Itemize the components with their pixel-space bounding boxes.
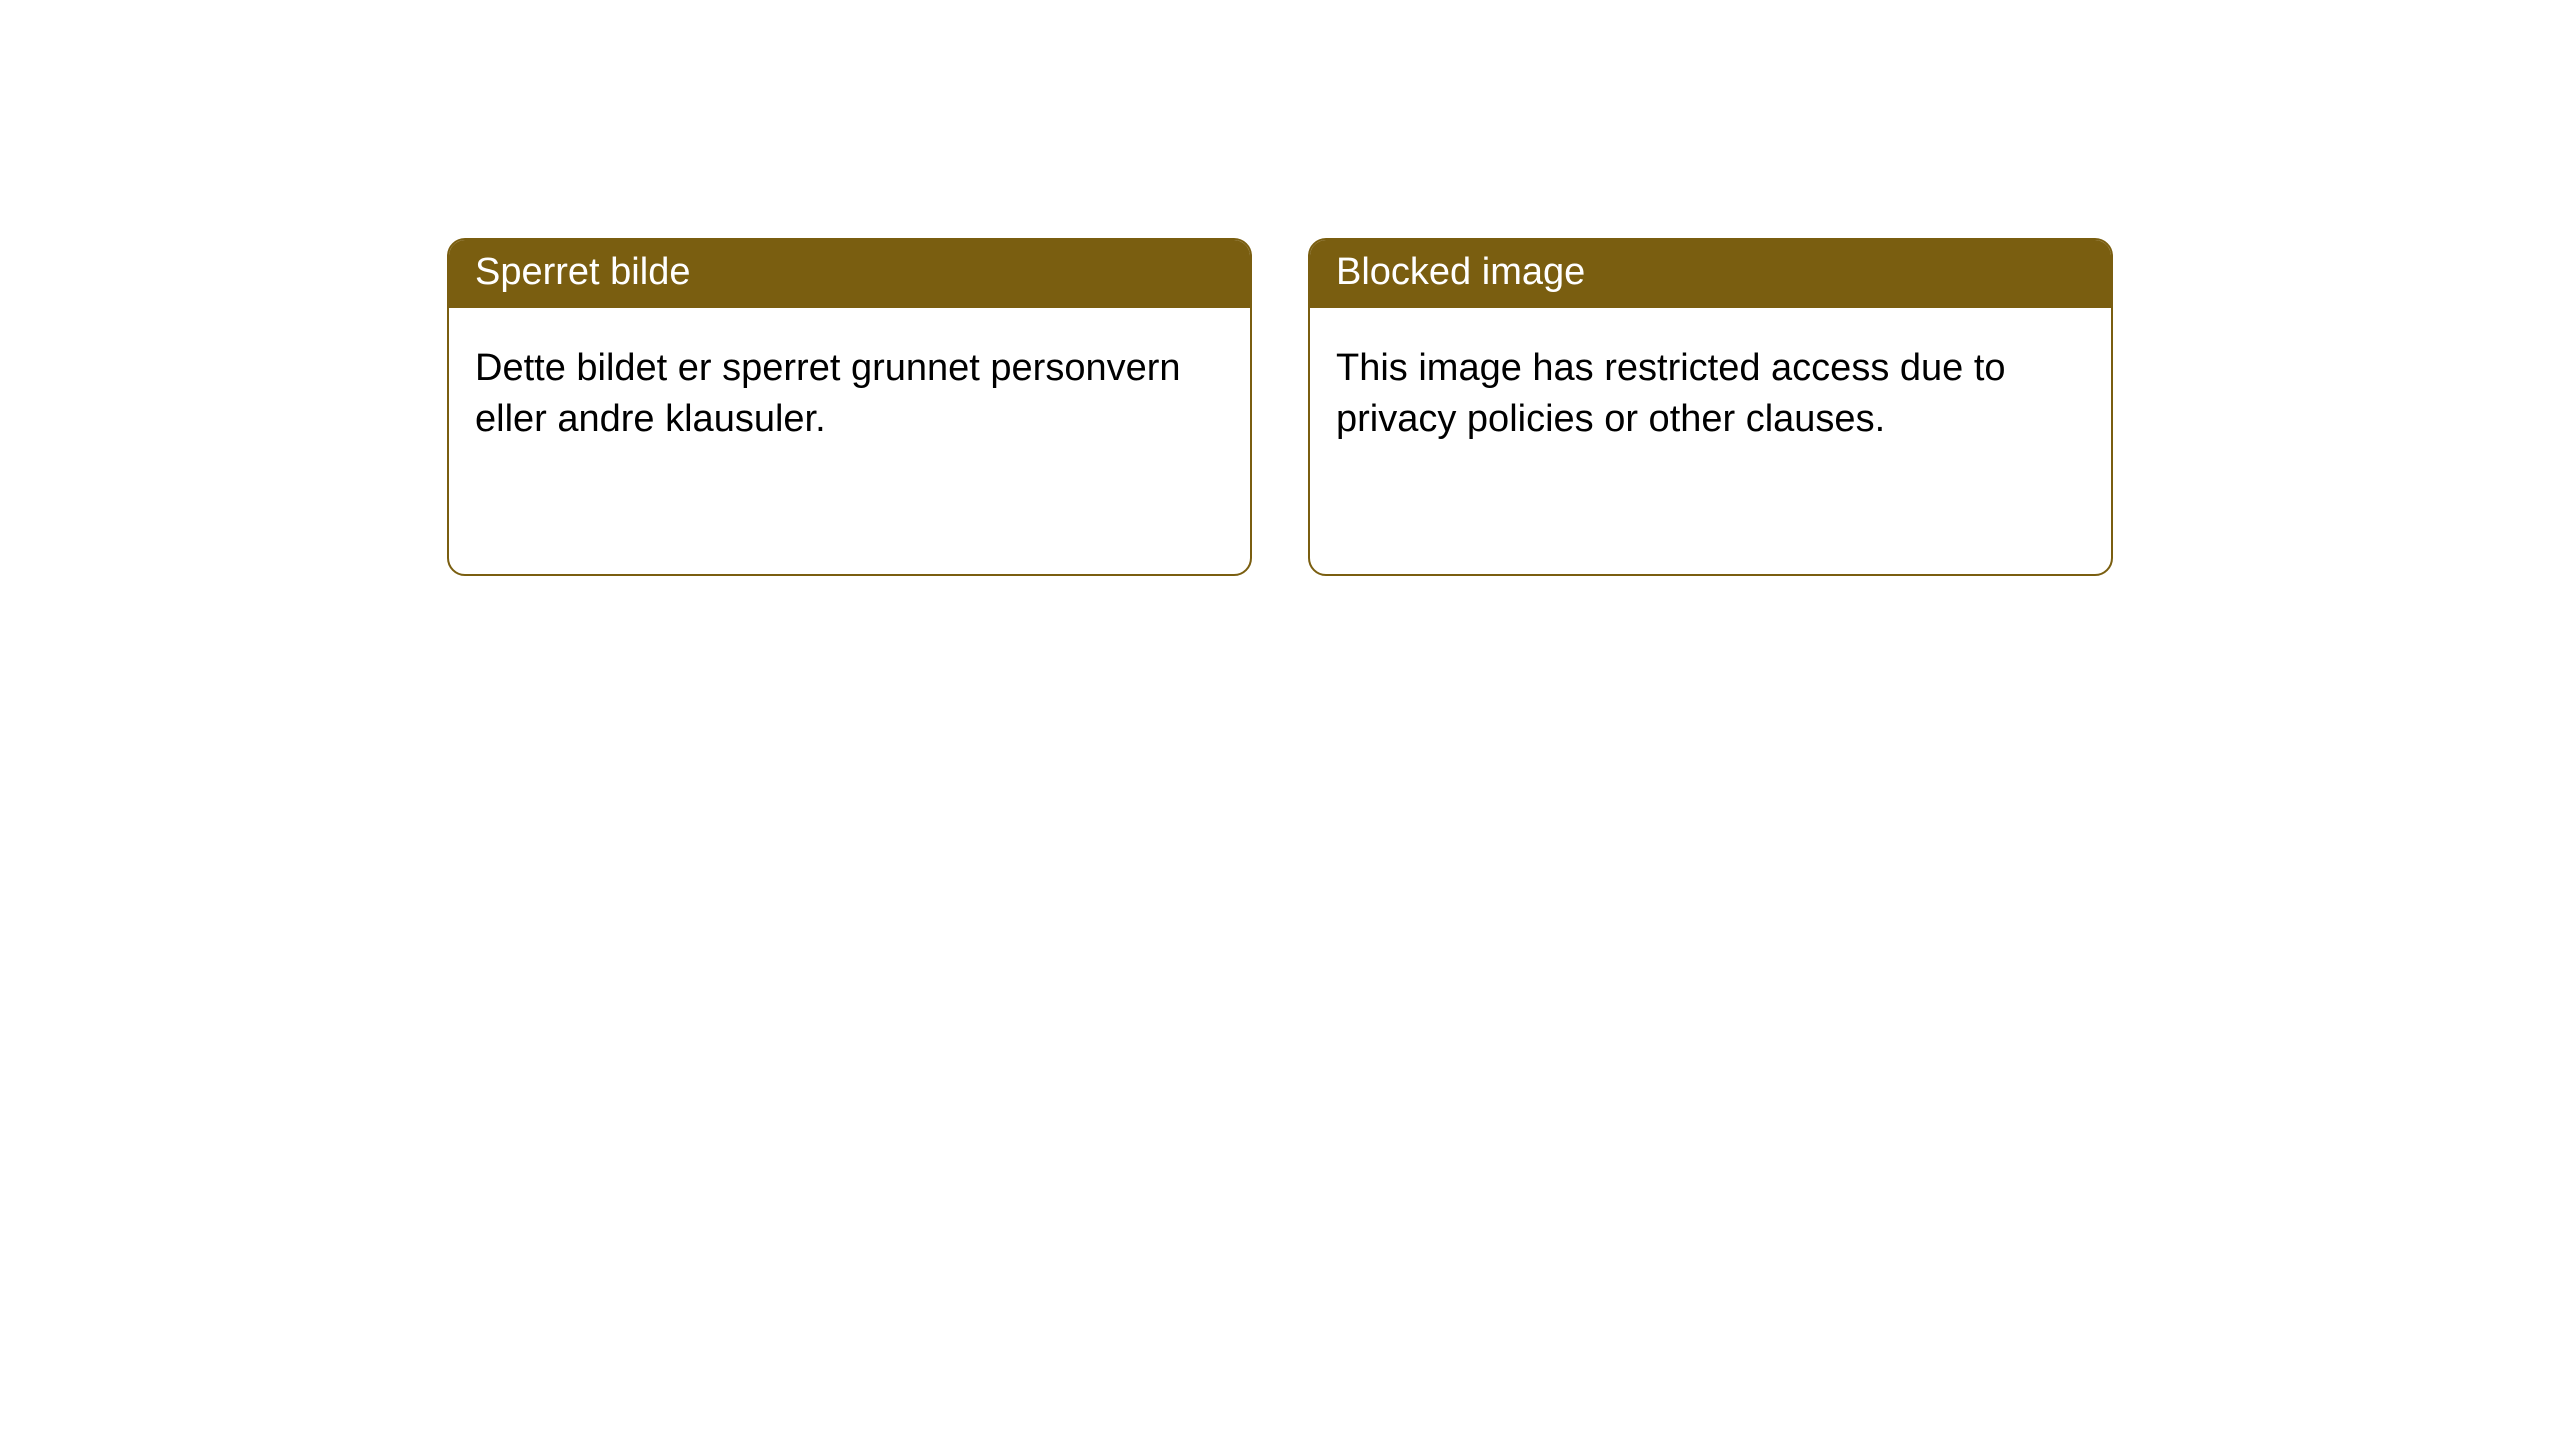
card-title-en: Blocked image — [1310, 240, 2111, 308]
blocked-image-card-no: Sperret bilde Dette bildet er sperret gr… — [447, 238, 1252, 576]
blocked-image-card-en: Blocked image This image has restricted … — [1308, 238, 2113, 576]
notice-container: Sperret bilde Dette bildet er sperret gr… — [447, 238, 2113, 576]
card-title-no: Sperret bilde — [449, 240, 1250, 308]
card-body-no: Dette bildet er sperret grunnet personve… — [449, 308, 1250, 481]
card-body-en: This image has restricted access due to … — [1310, 308, 2111, 481]
